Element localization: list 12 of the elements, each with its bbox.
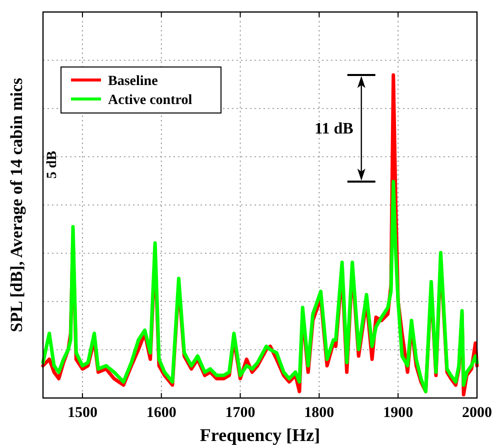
legend-label: Baseline [108,74,158,89]
y-axis-title: SPL [dB], Average of 14 cabin mics [7,78,26,332]
x-tick-label: 1900 [383,405,414,421]
x-tick-label: 1600 [146,405,176,421]
annotation: 11 dB [314,120,354,138]
x-axis-title: Frequency [Hz] [200,425,320,445]
legend-label: Active control [108,93,192,108]
annotation: 5 dB [45,150,60,179]
x-tick-label: 1800 [304,405,334,421]
x-tick-label: 1500 [67,405,98,421]
x-tick-label: 2000 [462,405,492,421]
x-tick-label: 1700 [225,405,256,421]
